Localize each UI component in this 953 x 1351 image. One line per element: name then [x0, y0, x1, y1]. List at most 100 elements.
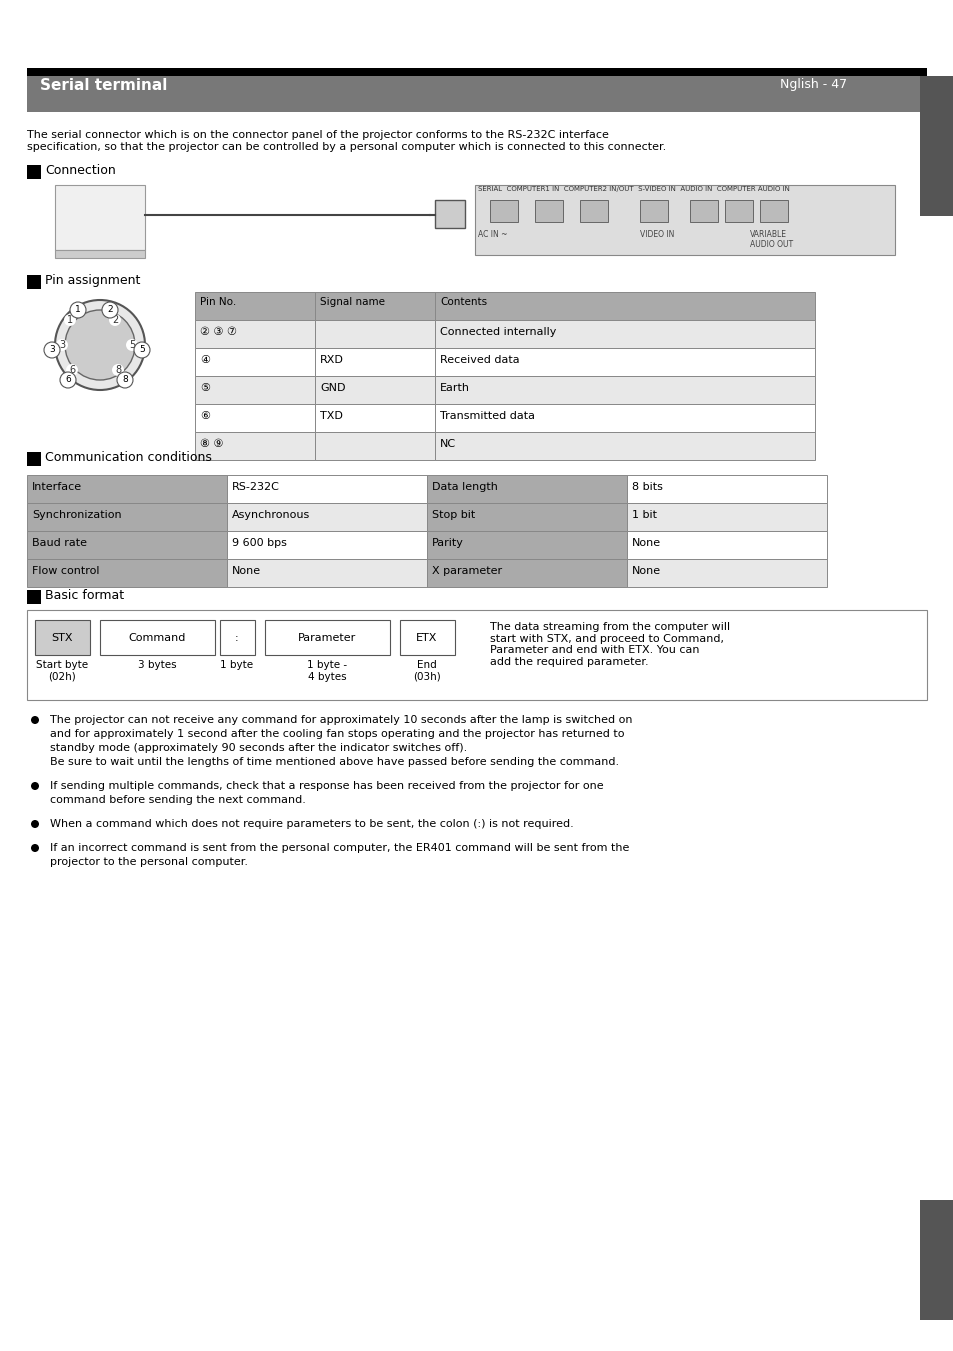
Text: Start byte
(02h): Start byte (02h): [36, 661, 88, 682]
Text: 6: 6: [65, 376, 71, 385]
Text: and for approximately 1 second after the cooling fan stops operating and the pro: and for approximately 1 second after the…: [50, 730, 624, 739]
Text: :: :: [235, 634, 238, 643]
Text: ② ③ ⑦: ② ③ ⑦: [200, 327, 236, 336]
Text: If sending multiple commands, check that a response has been received from the p: If sending multiple commands, check that…: [50, 781, 603, 790]
Bar: [314, 432, 435, 459]
Text: ⑧ ⑨: ⑧ ⑨: [200, 439, 223, 449]
Text: 5: 5: [139, 346, 145, 354]
Bar: [227, 476, 427, 503]
Bar: [265, 620, 390, 655]
Bar: [639, 200, 667, 222]
Bar: [314, 404, 435, 432]
Text: The serial connector which is on the connector panel of the projector conforms t: The serial connector which is on the con…: [27, 130, 665, 151]
Bar: [427, 503, 626, 531]
Bar: [435, 200, 464, 228]
Text: Command: Command: [128, 634, 186, 643]
Text: AC IN ~: AC IN ~: [477, 230, 507, 239]
Circle shape: [30, 844, 39, 852]
Bar: [27, 503, 227, 531]
Text: 3 bytes: 3 bytes: [137, 661, 176, 670]
Text: Asynchronous: Asynchronous: [232, 509, 310, 520]
Text: The projector can not receive any command for approximately 10 seconds after the: The projector can not receive any comman…: [50, 715, 632, 725]
Text: ⑥: ⑥: [200, 411, 210, 422]
Bar: [490, 200, 517, 222]
Text: Contents: Contents: [439, 297, 487, 307]
Text: Be sure to wait until the lengths of time mentioned above have passed before sen: Be sure to wait until the lengths of tim…: [50, 757, 618, 767]
Bar: [194, 404, 314, 432]
Text: Interface: Interface: [32, 482, 82, 492]
Text: Nglish - 47: Nglish - 47: [780, 78, 846, 91]
Bar: [919, 1200, 953, 1320]
Bar: [194, 376, 314, 404]
Circle shape: [30, 716, 39, 724]
Text: RS-232C: RS-232C: [232, 482, 279, 492]
Bar: [194, 349, 314, 376]
Text: When a command which does not require parameters to be sent, the colon (:) is no: When a command which does not require pa…: [50, 819, 573, 830]
Bar: [227, 559, 427, 586]
Text: Pin assignment: Pin assignment: [45, 274, 140, 286]
Text: The data streaming from the computer will
start with STX, and proceed to Command: The data streaming from the computer wil…: [490, 621, 729, 667]
Text: VARIABLE
AUDIO OUT: VARIABLE AUDIO OUT: [749, 230, 792, 250]
Bar: [427, 476, 626, 503]
Text: TXD: TXD: [319, 411, 342, 422]
Text: 8 bits: 8 bits: [631, 482, 662, 492]
Text: ④: ④: [200, 355, 210, 365]
Bar: [435, 404, 814, 432]
Bar: [535, 200, 562, 222]
Text: 8: 8: [114, 365, 121, 376]
Bar: [435, 320, 814, 349]
Text: GND: GND: [319, 382, 345, 393]
Bar: [194, 432, 314, 459]
Circle shape: [30, 782, 39, 790]
Bar: [27, 590, 41, 604]
Text: If an incorrect command is sent from the personal computer, the ER401 command wi: If an incorrect command is sent from the…: [50, 843, 629, 852]
Text: Stop bit: Stop bit: [432, 509, 475, 520]
Text: 8: 8: [122, 376, 128, 385]
Text: Flow control: Flow control: [32, 566, 99, 576]
Text: 1 byte: 1 byte: [220, 661, 253, 670]
Text: 6: 6: [69, 365, 75, 376]
Text: 3: 3: [49, 346, 55, 354]
Circle shape: [55, 300, 145, 390]
Bar: [27, 453, 41, 466]
Bar: [27, 559, 227, 586]
Bar: [427, 531, 626, 559]
Bar: [27, 68, 926, 76]
Circle shape: [30, 820, 39, 828]
Bar: [194, 292, 314, 320]
Text: None: None: [631, 538, 660, 549]
Bar: [55, 185, 145, 250]
Text: command before sending the next command.: command before sending the next command.: [50, 794, 306, 805]
Text: 1: 1: [75, 305, 81, 315]
Text: ETX: ETX: [416, 634, 437, 643]
Bar: [579, 200, 607, 222]
Bar: [194, 320, 314, 349]
Text: Communication conditions: Communication conditions: [45, 451, 212, 463]
Text: X parameter: X parameter: [432, 566, 501, 576]
Text: 5: 5: [129, 340, 135, 350]
Text: ⑤: ⑤: [200, 382, 210, 393]
Bar: [427, 559, 626, 586]
Circle shape: [70, 303, 86, 317]
Bar: [227, 531, 427, 559]
Text: 1 bit: 1 bit: [631, 509, 657, 520]
Bar: [626, 559, 826, 586]
Bar: [626, 531, 826, 559]
Text: RXD: RXD: [319, 355, 343, 365]
Bar: [314, 349, 435, 376]
Bar: [27, 611, 926, 700]
Text: Serial terminal: Serial terminal: [40, 78, 167, 93]
Bar: [626, 476, 826, 503]
Text: 1 byte -
4 bytes: 1 byte - 4 bytes: [307, 661, 347, 682]
Bar: [435, 292, 814, 320]
Bar: [626, 503, 826, 531]
Bar: [919, 76, 953, 216]
Bar: [435, 376, 814, 404]
Text: standby mode (approximately 90 seconds after the indicator switches off).: standby mode (approximately 90 seconds a…: [50, 743, 467, 753]
Text: Pin No.: Pin No.: [200, 297, 236, 307]
Text: STX: STX: [51, 634, 72, 643]
Text: 3: 3: [59, 340, 65, 350]
Text: Parameter: Parameter: [297, 634, 355, 643]
Text: 9 600 bps: 9 600 bps: [232, 538, 287, 549]
Text: None: None: [232, 566, 261, 576]
